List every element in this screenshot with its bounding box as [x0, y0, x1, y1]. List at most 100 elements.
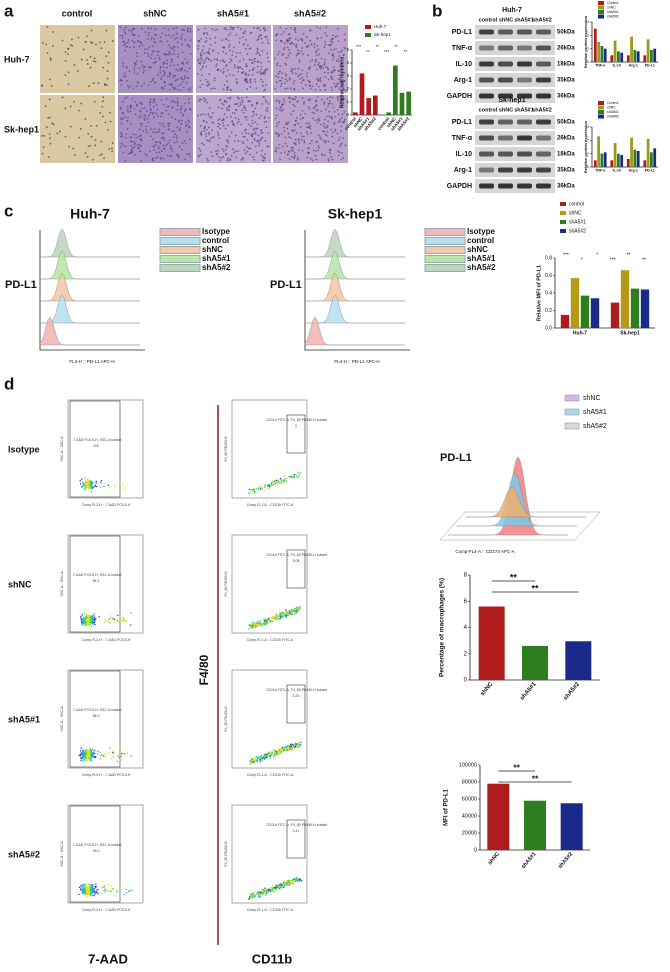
cell — [154, 143, 157, 146]
cell — [106, 77, 109, 80]
gate-name: CD11b FITC-A, F4_80 PB450-H subset — [266, 688, 327, 692]
cell — [263, 121, 266, 124]
blot-protein: TNF-α — [452, 135, 473, 142]
cell — [237, 66, 240, 69]
cell — [288, 52, 291, 55]
event — [82, 755, 84, 757]
cell — [291, 155, 293, 158]
cell — [106, 70, 109, 72]
event — [288, 609, 291, 612]
cell — [303, 135, 305, 138]
cell — [200, 37, 203, 40]
event — [284, 746, 286, 748]
cell — [340, 158, 343, 161]
cell — [300, 132, 302, 135]
bar — [560, 803, 583, 850]
cell — [221, 148, 224, 150]
panel-label: c — [4, 201, 13, 220]
event — [103, 886, 105, 888]
event — [95, 485, 98, 488]
gate-name: CD11b FITC-A, F4_80 PB450-H subset — [266, 823, 327, 827]
cell — [153, 105, 155, 108]
event — [87, 487, 90, 490]
flow-x-label: Comp-FL3-H :: 7-AAD PC5.5-H — [82, 503, 131, 507]
event — [89, 884, 91, 886]
cell — [121, 37, 124, 39]
event — [252, 892, 255, 894]
event — [86, 754, 88, 756]
lane-label: shA5#1 — [514, 107, 534, 113]
cell — [201, 142, 203, 145]
event — [263, 754, 265, 756]
cell — [176, 63, 179, 66]
cell — [169, 155, 172, 157]
cell — [227, 69, 229, 72]
bar — [597, 42, 600, 62]
event — [89, 484, 92, 487]
cell — [233, 112, 236, 115]
flow-y-label: SSC-A :: SSC-A — [60, 571, 64, 597]
event — [269, 751, 272, 753]
cell — [303, 103, 305, 105]
y-tick-label: 0 — [587, 165, 589, 169]
event — [274, 481, 276, 483]
legend-label: shA5#2 — [569, 228, 586, 234]
event — [87, 484, 89, 486]
cell — [145, 110, 148, 112]
cell — [336, 109, 339, 111]
event — [254, 894, 256, 896]
cell — [133, 154, 136, 156]
legend-swatch — [560, 202, 566, 206]
event — [299, 742, 301, 744]
cell — [129, 140, 132, 143]
cell — [243, 105, 246, 107]
cell — [320, 67, 322, 70]
cell — [189, 30, 192, 33]
cell — [166, 40, 169, 43]
cell — [207, 139, 210, 142]
histogram-title: Sk-hep1 — [328, 206, 383, 222]
cell — [208, 48, 211, 50]
cell — [282, 108, 285, 111]
cell — [297, 49, 299, 52]
cell — [285, 27, 288, 30]
cell — [122, 151, 125, 154]
cell — [122, 75, 125, 78]
gate — [69, 805, 121, 903]
cell — [245, 74, 248, 77]
cell — [139, 122, 142, 125]
cell — [170, 84, 173, 87]
band — [498, 77, 513, 83]
event — [261, 488, 264, 490]
cell — [211, 112, 214, 114]
y-tick-label: 0 — [464, 678, 468, 684]
y-tick-label: 1 — [587, 152, 589, 156]
legend-swatch — [560, 211, 566, 215]
cell — [159, 72, 162, 75]
cell — [176, 154, 179, 157]
significance: ** — [626, 252, 630, 258]
event — [89, 755, 91, 758]
event — [79, 753, 82, 756]
cell — [238, 41, 241, 44]
cell — [331, 158, 334, 161]
bar — [640, 289, 650, 328]
cell — [90, 29, 93, 32]
cell — [159, 156, 162, 159]
cell — [337, 69, 340, 72]
event — [104, 756, 107, 758]
cell — [204, 60, 206, 63]
y-tick-label: 1 — [587, 47, 589, 51]
cell — [257, 27, 260, 29]
event — [89, 619, 92, 622]
cell — [203, 130, 206, 132]
cell — [186, 76, 189, 79]
cell — [306, 133, 309, 136]
cell — [274, 150, 277, 152]
event — [281, 746, 283, 749]
cell — [292, 130, 294, 133]
cell — [168, 73, 171, 75]
cell — [246, 81, 249, 84]
cell — [149, 135, 152, 138]
cell — [276, 33, 279, 35]
